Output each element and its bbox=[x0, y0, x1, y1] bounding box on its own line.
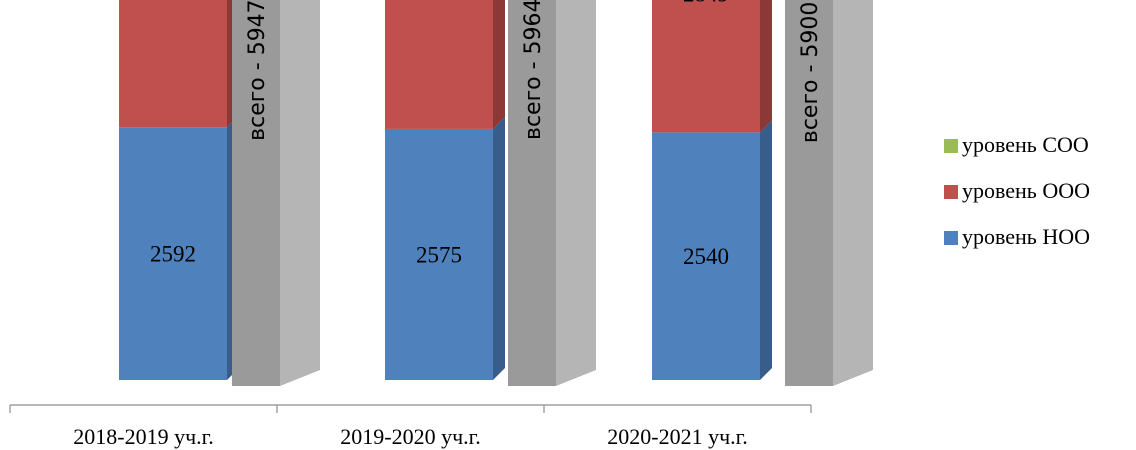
x-tick-label: 2020-2021 уч.г. bbox=[607, 424, 747, 449]
data-label: 2845 bbox=[150, 0, 196, 2]
legend: уровень СОО уровень ООО уровень НОО bbox=[944, 132, 1090, 249]
bar-side bbox=[493, 116, 505, 380]
total-label: всего - 5947 bbox=[245, 0, 270, 141]
data-label: 2862 bbox=[416, 0, 462, 2]
legend-label: уровень ООО bbox=[962, 178, 1090, 203]
bar-side bbox=[760, 120, 772, 380]
legend-swatch bbox=[944, 139, 958, 153]
legend-label: уровень НОО bbox=[962, 224, 1090, 249]
data-label: 2540 bbox=[683, 244, 729, 269]
total-bar bbox=[785, 0, 833, 386]
total-label: всего - 5900 bbox=[798, 2, 823, 144]
legend-swatch bbox=[944, 185, 958, 199]
data-label: 2849 bbox=[683, 0, 729, 6]
bar-segment bbox=[119, 127, 227, 380]
bar-segment bbox=[385, 0, 493, 129]
bars bbox=[119, 0, 873, 387]
bar-side bbox=[493, 0, 505, 129]
total-bar-side bbox=[280, 0, 320, 386]
total-bar-side bbox=[556, 0, 596, 386]
x-tick-label: 2018-2019 уч.г. bbox=[73, 424, 213, 449]
x-tick-label: 2019-2020 уч.г. bbox=[340, 424, 480, 449]
data-label: 2592 bbox=[150, 242, 196, 267]
legend-label: уровень СОО bbox=[962, 132, 1089, 157]
total-label: всего - 5964 bbox=[521, 0, 546, 140]
data-label: 2575 bbox=[416, 242, 462, 267]
bar-segment bbox=[652, 0, 760, 133]
x-axis: 2018-2019 уч.г. 2019-2020 уч.г. 2020-2021 … bbox=[9, 404, 812, 449]
bar-segment bbox=[119, 0, 227, 128]
bar-segment bbox=[385, 128, 493, 380]
total-bar bbox=[232, 0, 280, 387]
total-bar bbox=[508, 0, 556, 386]
bar-segment bbox=[652, 132, 760, 380]
bar-side bbox=[760, 0, 772, 133]
legend-swatch bbox=[944, 231, 958, 245]
data-labels: 259228455282575286255325402849511всего -… bbox=[150, 0, 823, 269]
total-bar-side bbox=[833, 0, 873, 386]
